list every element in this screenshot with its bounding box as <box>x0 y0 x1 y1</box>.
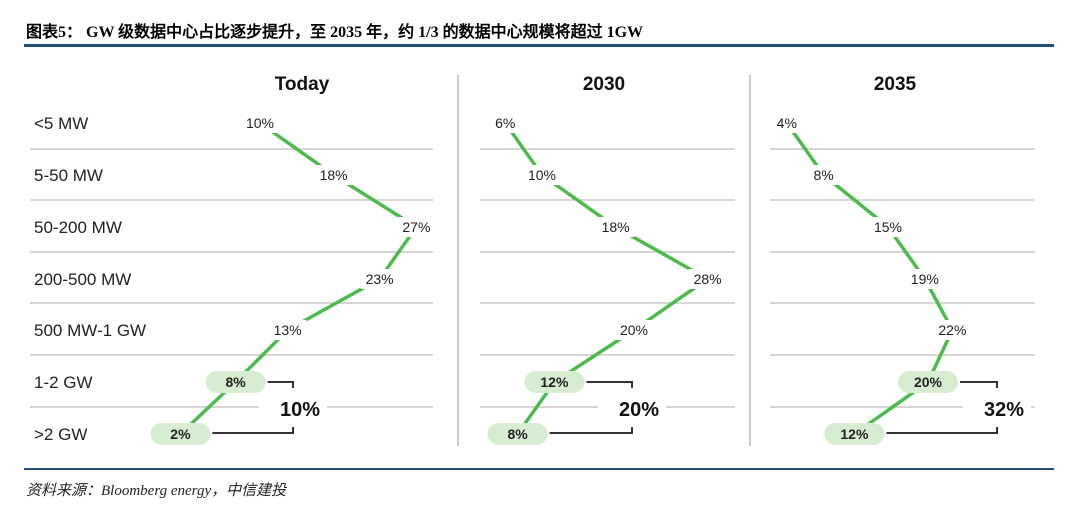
panel-title: Today <box>275 74 330 95</box>
gw-total-label: 20% <box>619 399 659 421</box>
data-label: 4% <box>777 115 797 131</box>
highlight-pill <box>824 423 885 445</box>
gw-bracket <box>549 427 633 434</box>
row-label: >2 GW <box>34 425 87 444</box>
label-bg <box>933 320 972 340</box>
gw-total-label: 10% <box>280 399 320 421</box>
data-label: 19% <box>911 271 939 287</box>
row-label: 5-50 MW <box>34 166 103 185</box>
data-label: 18% <box>602 219 630 235</box>
data-label: 20% <box>914 374 943 390</box>
row-label: 50-200 MW <box>34 218 122 237</box>
label-bg <box>767 113 806 133</box>
label-bg <box>241 113 279 133</box>
label-bg <box>360 269 399 289</box>
panel-title: 2035 <box>874 74 917 95</box>
data-label: 27% <box>402 219 430 235</box>
figure-title: 图表5： GW 级数据中心占比逐步提升，至 2035 年，约 1/3 的数据中心… <box>26 24 644 41</box>
row-label: 1-2 GW <box>34 373 93 392</box>
gw-bracket <box>886 427 998 434</box>
highlight-pill <box>205 371 266 393</box>
data-label: 18% <box>320 167 348 183</box>
title-rule <box>24 44 1054 47</box>
row-label: <5 MW <box>34 114 88 133</box>
data-label: 15% <box>874 219 902 235</box>
data-label: 10% <box>528 167 556 183</box>
label-bg <box>804 165 843 185</box>
panel-title: 2030 <box>583 74 625 95</box>
label-bg <box>869 217 907 237</box>
gw-total-label: 32% <box>984 399 1024 421</box>
data-label: 6% <box>495 115 515 131</box>
label-bg <box>523 165 561 185</box>
highlight-pill <box>150 423 211 445</box>
total-bg <box>598 395 666 419</box>
gw-bracket <box>960 381 998 388</box>
data-label: 13% <box>274 322 302 338</box>
panel-2035: 2035 32% 4% 8% 15% 19% 22% 20% 12% <box>767 74 1035 445</box>
panel-Today: Today 10% 10% 18% 27% 23% 13% 8% 2% <box>30 74 436 445</box>
total-bg <box>963 395 1031 419</box>
row-label: 200-500 MW <box>34 270 131 289</box>
row-label: 500 MW-1 GW <box>34 321 146 340</box>
data-label: 23% <box>366 271 394 287</box>
highlight-pill <box>524 371 585 393</box>
label-bg <box>905 269 944 289</box>
gw-bracket <box>586 381 633 388</box>
highlight-pill <box>487 423 548 445</box>
label-bg <box>397 217 436 237</box>
footer-rule <box>24 468 1054 470</box>
data-label: 28% <box>694 271 722 287</box>
gw-bracket <box>212 427 294 434</box>
data-label: 2% <box>170 426 191 442</box>
label-bg <box>486 113 525 133</box>
data-label: 10% <box>246 115 274 131</box>
data-label: 8% <box>507 426 528 442</box>
data-label: 8% <box>225 374 246 390</box>
data-label: 22% <box>938 322 966 338</box>
gw-bracket <box>267 381 294 388</box>
total-bg <box>259 395 327 419</box>
label-bg <box>268 320 307 340</box>
source-note: 资料来源：Bloomberg energy，中信建投 <box>26 483 287 499</box>
data-label: 12% <box>540 374 569 390</box>
label-bg <box>314 165 353 185</box>
label-bg <box>688 269 727 289</box>
highlight-pill <box>898 371 958 393</box>
data-label: 20% <box>620 322 648 338</box>
panel-2030: 2030 20% 6% 10% 18% 28% 20% 12% 8% <box>480 74 735 445</box>
label-bg <box>596 217 635 237</box>
data-label: 12% <box>840 426 869 442</box>
label-bg <box>615 320 653 340</box>
data-label: 8% <box>813 167 833 183</box>
